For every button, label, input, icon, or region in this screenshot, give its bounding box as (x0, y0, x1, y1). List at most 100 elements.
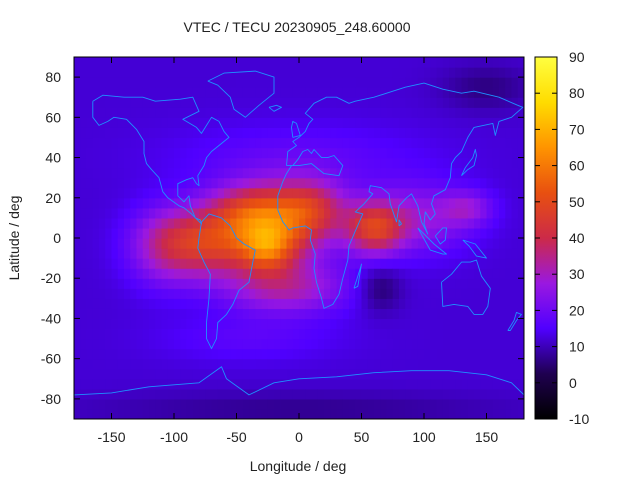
heatmap-cell (86, 338, 94, 350)
heatmap-cell (205, 157, 213, 169)
heatmap-cell (342, 117, 350, 128)
heatmap-cell (505, 167, 513, 179)
heatmap-cell (342, 358, 350, 370)
heatmap-cell (105, 97, 113, 108)
heatmap-cell (499, 388, 506, 400)
heatmap-cell (180, 157, 188, 169)
heatmap-cell (255, 408, 263, 419)
heatmap-cell (299, 338, 306, 350)
heatmap-cell (142, 227, 150, 239)
heatmap-cell (117, 117, 125, 128)
heatmap-cell (274, 358, 281, 370)
heatmap-cell (386, 278, 394, 289)
heatmap-cell (124, 227, 131, 239)
heatmap-cell (436, 177, 444, 189)
heatmap-cell (355, 328, 363, 340)
heatmap-cell (317, 187, 325, 199)
heatmap-cell (99, 248, 106, 259)
heatmap-cell (511, 368, 519, 380)
heatmap-cell (305, 87, 313, 98)
heatmap-cell (149, 167, 156, 179)
heatmap-cell (311, 358, 319, 370)
heatmap-cell (99, 318, 106, 330)
heatmap-cell (405, 137, 413, 149)
heatmap-cell (449, 238, 456, 249)
x-axis-label: Longitude / deg (250, 458, 347, 474)
heatmap-cell (192, 127, 200, 139)
heatmap-cell (286, 378, 294, 390)
heatmap-cell (124, 358, 131, 370)
heatmap-cell (324, 97, 331, 108)
heatmap-cell (74, 378, 81, 390)
heatmap-cell (330, 87, 338, 98)
heatmap-cell (174, 157, 181, 169)
heatmap-cell (355, 77, 363, 88)
heatmap-cell (486, 368, 494, 380)
heatmap-cell (336, 408, 344, 419)
heatmap-cell (261, 258, 269, 269)
heatmap-cell (405, 288, 413, 299)
heatmap-cell (180, 197, 188, 209)
heatmap-cell (349, 338, 356, 350)
heatmap-cell (380, 167, 388, 179)
heatmap-cell (417, 238, 425, 249)
heatmap-cell (405, 308, 413, 320)
heatmap-cell (292, 97, 300, 108)
heatmap-cell (399, 368, 406, 380)
heatmap-cell (511, 167, 519, 179)
heatmap-cell (417, 308, 425, 320)
heatmap-cell (342, 197, 350, 209)
heatmap-cell (492, 67, 500, 78)
heatmap-cell (511, 238, 519, 249)
heatmap-cell (174, 328, 181, 340)
heatmap-cell (411, 197, 419, 209)
heatmap-cell (461, 107, 469, 118)
heatmap-cell (311, 318, 319, 330)
heatmap-cell (436, 147, 444, 159)
heatmap-cell (336, 127, 344, 139)
heatmap-cell (167, 67, 175, 78)
heatmap-cell (442, 348, 450, 360)
heatmap-cell (192, 77, 200, 88)
heatmap-cell (367, 398, 375, 410)
heatmap-cell (236, 177, 244, 189)
heatmap-cell (399, 318, 406, 330)
heatmap-cell (461, 187, 469, 199)
heatmap-cell (424, 117, 431, 128)
heatmap-cell (124, 97, 131, 108)
heatmap-cell (474, 167, 481, 179)
heatmap-cell (455, 107, 463, 118)
heatmap-cell (305, 227, 313, 239)
heatmap-cell (511, 67, 519, 78)
heatmap-cell (324, 147, 331, 159)
heatmap-cell (74, 258, 81, 269)
heatmap-cell (274, 137, 281, 149)
heatmap-cell (486, 378, 494, 390)
heatmap-cell (192, 268, 200, 279)
heatmap-cell (261, 57, 269, 68)
heatmap-cell (455, 298, 463, 309)
heatmap-cell (336, 258, 344, 269)
heatmap-cell (361, 227, 369, 239)
heatmap-cell (336, 77, 344, 88)
heatmap-cell (417, 398, 425, 410)
heatmap-cell (511, 298, 519, 309)
heatmap-cell (167, 288, 175, 299)
heatmap-cell (474, 67, 481, 78)
y-tick-label: -60 (41, 351, 61, 367)
heatmap-cell (124, 117, 131, 128)
heatmap-cell (455, 117, 463, 128)
heatmap-cell (449, 67, 456, 78)
heatmap-cell (511, 127, 519, 139)
heatmap-cell (299, 127, 306, 139)
heatmap-cell (280, 318, 288, 330)
heatmap-cell (499, 328, 506, 340)
heatmap-cell (292, 308, 300, 320)
heatmap-cell (480, 117, 488, 128)
heatmap-cell (511, 77, 519, 88)
heatmap-cell (249, 207, 256, 219)
heatmap-cell (286, 298, 294, 309)
heatmap-cell (374, 97, 381, 108)
heatmap-cell (442, 328, 450, 340)
heatmap-cell (136, 137, 144, 149)
